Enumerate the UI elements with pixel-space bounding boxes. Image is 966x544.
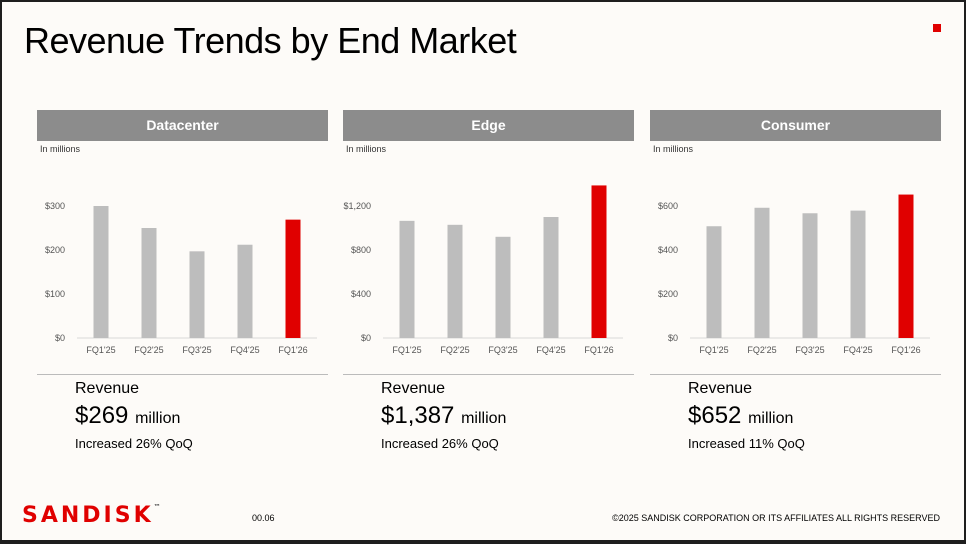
corner-marker <box>933 24 941 32</box>
x-tick-label: FQ1'26 <box>891 345 920 355</box>
revenue-amount: $269 <box>75 402 129 429</box>
revenue-amount: $1,387 <box>381 402 455 429</box>
divider <box>343 374 634 375</box>
edge-chart: $0 $400 $800 $1,200 FQ1'25 FQ2'25 FQ3'25 FQ4'25… <box>343 185 623 355</box>
bar-FQ126 <box>898 194 914 338</box>
x-tick-label: FQ4'25 <box>230 345 259 355</box>
panel-consumer: Consumer In millions $0 $200 $400 $600 FQ1'2… <box>650 110 941 451</box>
revenue-unit: million <box>461 410 507 427</box>
slide-title: Revenue Trends by End Market <box>24 20 517 61</box>
x-tick-label: FQ1'26 <box>278 345 307 355</box>
revenue-value: $1,387 million <box>381 402 506 430</box>
x-tick-label: FQ4'25 <box>536 345 565 355</box>
page-number: 00.06 <box>252 513 275 523</box>
y-tick-label: $400 <box>658 245 678 255</box>
bar-FQ225 <box>447 224 463 338</box>
revenue-change: Increased 26% QoQ <box>75 436 193 451</box>
y-tick-label: $0 <box>361 333 371 343</box>
unit-label: In millions <box>346 144 387 154</box>
revenue-label: Revenue <box>75 380 140 397</box>
bar-FQ225 <box>754 207 770 338</box>
y-tick-label: $0 <box>668 333 678 343</box>
sandisk-logo: SANDISK™ <box>22 503 161 528</box>
panel-edge: Edge In millions $0 $400 $800 $1,200 FQ1'25 F… <box>343 110 634 451</box>
revenue-value: $269 million <box>75 402 180 430</box>
y-tick-label: $0 <box>55 333 65 343</box>
panel-header: Edge <box>343 110 634 141</box>
x-tick-label: FQ2'25 <box>134 345 163 355</box>
bar-FQ125 <box>706 226 722 338</box>
bar-FQ125 <box>93 206 109 338</box>
x-tick-label: FQ1'25 <box>86 345 115 355</box>
revenue-amount: $652 <box>688 402 742 429</box>
bar-FQ425 <box>543 217 559 338</box>
x-tick-label: FQ3'25 <box>182 345 211 355</box>
bar-FQ325 <box>495 236 511 338</box>
y-tick-label: $800 <box>351 245 371 255</box>
revenue-label: Revenue <box>381 380 446 397</box>
copyright: ©2025 SANDISK CORPORATION OR ITS AFFILIA… <box>612 513 940 523</box>
revenue-value: $652 million <box>688 402 793 430</box>
bar-FQ126 <box>591 185 607 338</box>
revenue-change: Increased 11% QoQ <box>688 436 805 451</box>
bar-FQ325 <box>802 213 818 338</box>
bar-FQ425 <box>850 210 866 338</box>
divider <box>37 374 328 375</box>
y-tick-label: $600 <box>658 201 678 211</box>
x-tick-label: FQ1'25 <box>699 345 728 355</box>
y-tick-label: $300 <box>45 201 65 211</box>
bar-FQ225 <box>141 228 157 338</box>
bar-FQ125 <box>399 220 415 338</box>
y-tick-label: $400 <box>351 289 371 299</box>
revenue-unit: million <box>135 410 181 427</box>
consumer-chart: $0 $200 $400 $600 FQ1'25 FQ2'25 FQ3'25 FQ4'25 FQ… <box>658 194 930 355</box>
trademark: ™ <box>153 503 161 511</box>
revenue-label: Revenue <box>688 380 753 397</box>
x-tick-label: FQ2'25 <box>440 345 469 355</box>
x-tick-label: FQ1'25 <box>392 345 421 355</box>
bar-FQ425 <box>237 244 253 338</box>
x-tick-label: FQ1'26 <box>584 345 613 355</box>
revenue-change: Increased 26% QoQ <box>381 436 499 451</box>
y-tick-label: $200 <box>658 289 678 299</box>
datacenter-chart: $0 $100 $200 $300 FQ1'25 FQ2'25 FQ3'25 FQ4'25 FQ… <box>45 201 317 355</box>
panel-datacenter: Datacenter In millions $0 $100 $200 $300 FQ1… <box>37 110 328 451</box>
x-tick-label: FQ4'25 <box>843 345 872 355</box>
unit-label: In millions <box>653 144 694 154</box>
panel-header: Datacenter <box>37 110 328 141</box>
logo-text: SANDISK <box>22 503 154 528</box>
y-tick-label: $100 <box>45 289 65 299</box>
x-tick-label: FQ3'25 <box>488 345 517 355</box>
revenue-unit: million <box>748 410 794 427</box>
y-tick-label: $200 <box>45 245 65 255</box>
x-tick-label: FQ3'25 <box>795 345 824 355</box>
divider <box>650 374 941 375</box>
unit-label: In millions <box>40 144 81 154</box>
bar-FQ126 <box>285 219 301 338</box>
y-tick-label: $1,200 <box>343 201 371 211</box>
bar-FQ325 <box>189 251 205 338</box>
x-tick-label: FQ2'25 <box>747 345 776 355</box>
panel-header: Consumer <box>650 110 941 141</box>
